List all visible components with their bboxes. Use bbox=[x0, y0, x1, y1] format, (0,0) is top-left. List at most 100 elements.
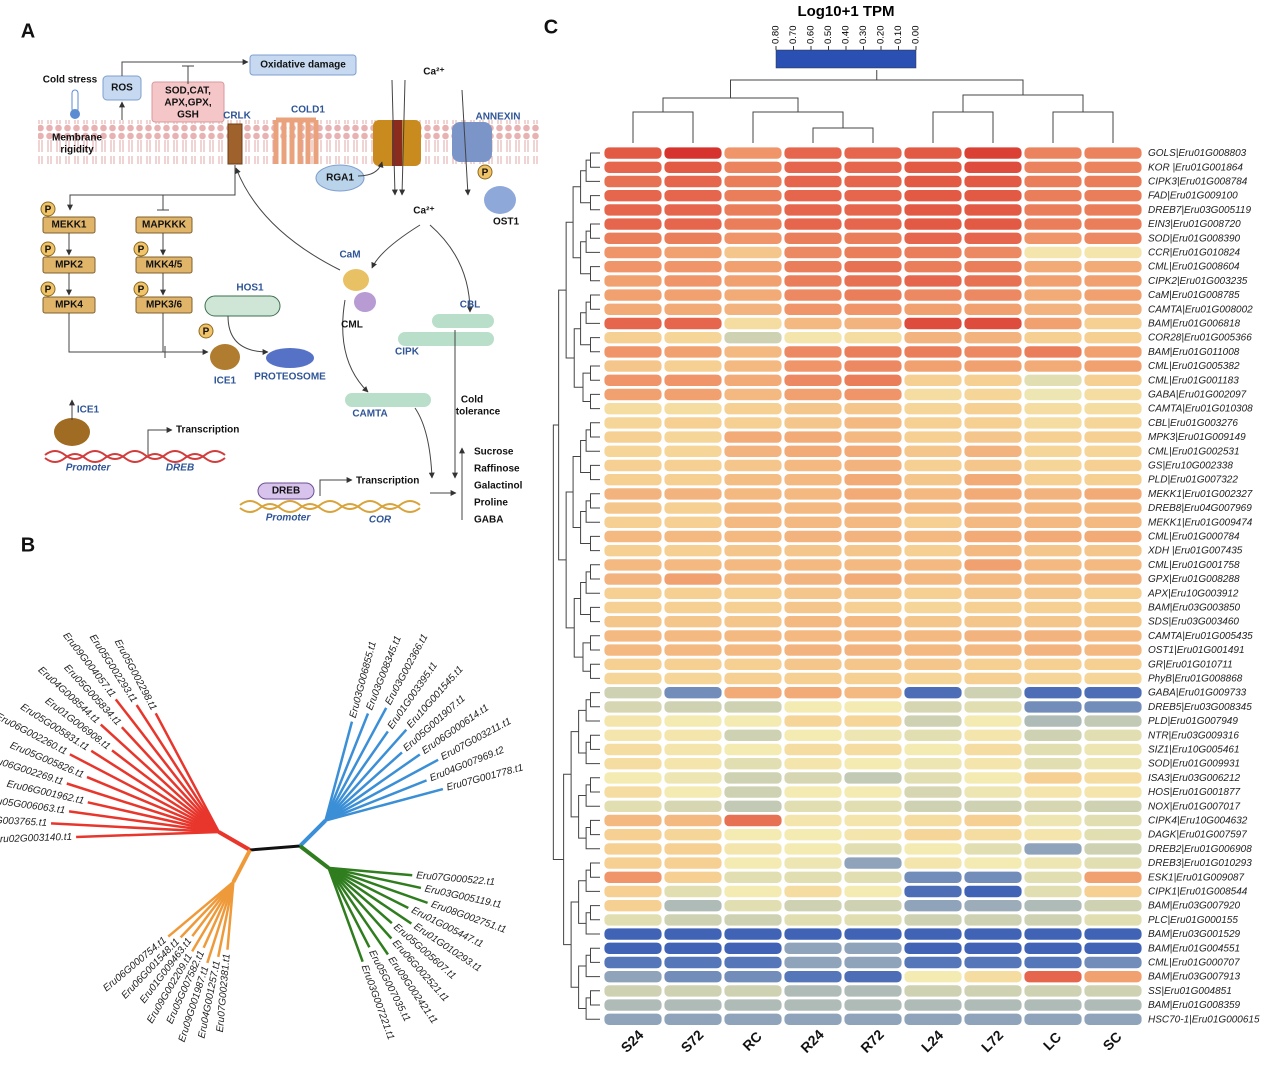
heatmap-cell bbox=[1023, 856, 1083, 870]
heatmap-cell bbox=[1083, 785, 1143, 799]
row-label: BAM|Eru03G007920 bbox=[1148, 901, 1241, 912]
heatmap-cell bbox=[663, 728, 723, 742]
row-label: DREB8|Eru04G007969 bbox=[1148, 503, 1252, 514]
dendrogram bbox=[573, 598, 583, 658]
heatmap-cell bbox=[663, 615, 723, 629]
heatmap-cell bbox=[663, 785, 723, 799]
heatmap-cell bbox=[783, 970, 843, 984]
colorbar-tick-label: 0.10 bbox=[893, 26, 904, 45]
heatmap-cell bbox=[1083, 956, 1143, 970]
heatmap-cell bbox=[843, 473, 903, 487]
heatmap-cell bbox=[603, 345, 663, 359]
heatmap-cell bbox=[603, 174, 663, 188]
dendrogram bbox=[585, 301, 600, 324]
heatmap-cell bbox=[603, 586, 663, 600]
heatmap-cell bbox=[1023, 657, 1083, 671]
heatmap-cell bbox=[903, 757, 963, 771]
phospho-label: P bbox=[138, 285, 145, 296]
heatmap-cell bbox=[903, 743, 963, 757]
heatmap-cell bbox=[1023, 515, 1083, 529]
row-label: CIPK2|Eru01G003235 bbox=[1148, 276, 1248, 287]
leaf-branch bbox=[68, 810, 219, 834]
heatmap-cell bbox=[903, 402, 963, 416]
heatmap-cell bbox=[603, 743, 663, 757]
heatmap-cell bbox=[783, 657, 843, 671]
heatmap-cell bbox=[903, 998, 963, 1012]
heatmap-cell bbox=[783, 245, 843, 259]
row-label: ESK1|Eru01G009087 bbox=[1148, 872, 1244, 883]
dendrogram bbox=[570, 731, 579, 818]
heatmap-cell bbox=[1023, 430, 1083, 444]
heatmap-cell bbox=[783, 615, 843, 629]
heatmap-cell bbox=[783, 288, 843, 302]
heatmap-cell bbox=[1083, 743, 1143, 757]
heatmap-cell bbox=[603, 430, 663, 444]
column-label: R24 bbox=[797, 1026, 827, 1056]
row-label: BAM|Eru03G007913 bbox=[1148, 972, 1241, 983]
heatmap-cell bbox=[603, 672, 663, 686]
heatmap-cell bbox=[1083, 515, 1143, 529]
heatmap-cell bbox=[1023, 189, 1083, 203]
heatmap-cell bbox=[1083, 359, 1143, 373]
dendrogram bbox=[590, 195, 600, 211]
heatmap-cell bbox=[723, 189, 783, 203]
label: HOS1 bbox=[236, 283, 264, 294]
heatmap-cell bbox=[1083, 530, 1143, 544]
dendrogram bbox=[563, 773, 572, 946]
row-label: BAM|Eru03G001529 bbox=[1148, 929, 1241, 940]
dna bbox=[44, 450, 226, 463]
heatmap-cell bbox=[723, 402, 783, 416]
heatmap-cell bbox=[1083, 402, 1143, 416]
heatmap-cell bbox=[1023, 174, 1083, 188]
heatmap-cell bbox=[963, 416, 1023, 430]
heatmap-cell bbox=[1023, 615, 1083, 629]
thermometer bbox=[71, 89, 79, 113]
heatmap-cell bbox=[663, 373, 723, 387]
heatmap-cell bbox=[903, 245, 963, 259]
row-label: BAM|Eru03G003850 bbox=[1148, 603, 1241, 614]
heatmap-cell bbox=[663, 927, 723, 941]
inhibition-lines bbox=[68, 65, 194, 358]
heatmap-cell bbox=[723, 231, 783, 245]
row-label: CCR|Eru01G010824 bbox=[1148, 248, 1241, 259]
heatmap-cell bbox=[903, 572, 963, 586]
colorbar-tick-label: 0.50 bbox=[823, 26, 834, 45]
heatmap-cell bbox=[1083, 615, 1143, 629]
heatmap-cell bbox=[723, 743, 783, 757]
heatmap-cell bbox=[663, 714, 723, 728]
label: Membrane bbox=[52, 133, 102, 144]
heatmap-cell bbox=[903, 146, 963, 160]
column-label: S24 bbox=[618, 1026, 647, 1055]
heatmap-cell bbox=[603, 686, 663, 700]
proteosome-shape bbox=[266, 348, 314, 368]
heatmap-cell bbox=[663, 757, 723, 771]
heatmap-cell bbox=[723, 203, 783, 217]
heatmap-cell bbox=[1023, 387, 1083, 401]
heatmap-cell bbox=[903, 714, 963, 728]
heatmap-cell bbox=[603, 501, 663, 515]
heatmap-cell bbox=[963, 700, 1023, 714]
heatmap-cell bbox=[723, 956, 783, 970]
heatmap-cell bbox=[723, 359, 783, 373]
heatmap-cell bbox=[1083, 458, 1143, 472]
heatmap-cell bbox=[1023, 316, 1083, 330]
heatmap-cell bbox=[1083, 601, 1143, 615]
heatmap-cell bbox=[1023, 473, 1083, 487]
dendrogram bbox=[590, 294, 600, 310]
crlk-shape bbox=[227, 123, 243, 165]
label: APX,GPX, bbox=[164, 98, 211, 109]
leaf-branch bbox=[120, 726, 220, 833]
leaf-branch bbox=[327, 867, 371, 948]
heatmap-cell bbox=[723, 984, 783, 998]
row-label: BAM|Eru01G004551 bbox=[1148, 943, 1240, 954]
heatmap-cell bbox=[963, 672, 1023, 686]
row-label: CAMTA|Eru01G005435 bbox=[1148, 631, 1253, 642]
phospho-circle bbox=[477, 164, 493, 180]
dendrogram bbox=[578, 795, 587, 839]
dendrogram bbox=[580, 440, 591, 473]
dendrogram bbox=[590, 223, 600, 239]
heatmap-cell bbox=[843, 430, 903, 444]
column-label: RC bbox=[739, 1028, 765, 1054]
dendrogram bbox=[573, 328, 583, 388]
heatmap-cell bbox=[1083, 828, 1143, 842]
